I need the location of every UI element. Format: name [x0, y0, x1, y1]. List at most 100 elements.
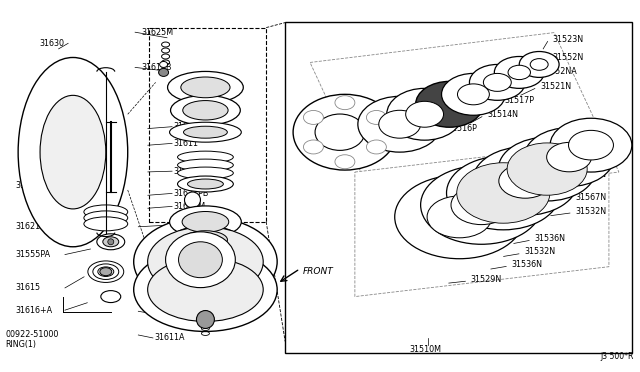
- Text: 31618: 31618: [15, 182, 40, 190]
- Text: RING(1): RING(1): [5, 340, 36, 349]
- Ellipse shape: [170, 206, 241, 238]
- Ellipse shape: [451, 185, 512, 225]
- Ellipse shape: [184, 126, 227, 138]
- Ellipse shape: [170, 122, 241, 142]
- Text: FRONT: FRONT: [303, 267, 334, 276]
- Text: 31555PA: 31555PA: [15, 250, 51, 259]
- Text: 31511M: 31511M: [336, 137, 368, 146]
- Text: 31536N: 31536N: [511, 260, 542, 269]
- Ellipse shape: [100, 268, 112, 276]
- Ellipse shape: [177, 167, 234, 179]
- Text: RING(1): RING(1): [173, 230, 204, 240]
- Text: 31622M: 31622M: [173, 202, 205, 211]
- Ellipse shape: [568, 130, 614, 160]
- Text: 31615M: 31615M: [173, 264, 205, 273]
- Text: 31517P: 31517P: [505, 96, 535, 105]
- Ellipse shape: [415, 81, 483, 127]
- Text: 31615: 31615: [15, 283, 40, 292]
- Ellipse shape: [184, 192, 200, 208]
- Text: 31516P: 31516P: [447, 124, 477, 133]
- Text: 31552N: 31552N: [553, 52, 584, 61]
- Ellipse shape: [88, 261, 124, 282]
- Ellipse shape: [188, 179, 223, 189]
- Ellipse shape: [367, 110, 387, 124]
- Ellipse shape: [499, 164, 552, 198]
- Text: 31616+B: 31616+B: [173, 250, 211, 259]
- Ellipse shape: [134, 217, 277, 307]
- Ellipse shape: [406, 101, 444, 127]
- Ellipse shape: [315, 114, 365, 150]
- Ellipse shape: [98, 267, 114, 276]
- Text: 31536N: 31536N: [534, 234, 565, 243]
- Text: 31532N: 31532N: [575, 207, 606, 216]
- Ellipse shape: [507, 143, 587, 195]
- Ellipse shape: [427, 196, 492, 238]
- Polygon shape: [355, 142, 609, 296]
- Ellipse shape: [519, 51, 559, 77]
- Ellipse shape: [494, 57, 544, 89]
- Ellipse shape: [303, 140, 323, 154]
- Ellipse shape: [148, 227, 263, 296]
- Ellipse shape: [184, 231, 227, 249]
- Text: 00922-50500: 00922-50500: [173, 221, 227, 230]
- Ellipse shape: [472, 147, 578, 215]
- Text: 00922-51000: 00922-51000: [5, 330, 58, 339]
- Ellipse shape: [84, 211, 128, 225]
- Text: 31532N: 31532N: [524, 247, 555, 256]
- Text: 31625M: 31625M: [141, 28, 173, 37]
- Ellipse shape: [387, 89, 463, 140]
- Ellipse shape: [148, 258, 263, 321]
- Text: 31611A: 31611A: [154, 333, 185, 343]
- Text: 31618B: 31618B: [141, 63, 172, 72]
- Text: 31628: 31628: [173, 167, 198, 176]
- Text: 31510M: 31510M: [409, 344, 441, 353]
- Ellipse shape: [335, 155, 355, 169]
- Text: 31623: 31623: [154, 296, 179, 305]
- Ellipse shape: [183, 100, 228, 120]
- Ellipse shape: [172, 226, 239, 254]
- Ellipse shape: [108, 239, 114, 245]
- Text: 31514N: 31514N: [487, 110, 518, 119]
- Ellipse shape: [40, 95, 106, 209]
- Ellipse shape: [547, 142, 591, 172]
- Text: 31529N: 31529N: [470, 275, 502, 284]
- Text: 31552NA: 31552NA: [540, 67, 577, 76]
- Ellipse shape: [134, 248, 277, 331]
- Ellipse shape: [182, 212, 228, 232]
- Ellipse shape: [483, 73, 511, 92]
- Ellipse shape: [508, 65, 531, 80]
- Ellipse shape: [181, 77, 230, 98]
- Ellipse shape: [18, 58, 128, 247]
- Text: 31616+A: 31616+A: [15, 306, 52, 315]
- Text: J3 500*R: J3 500*R: [600, 352, 634, 361]
- Ellipse shape: [196, 311, 214, 328]
- Text: 31621PB: 31621PB: [173, 189, 209, 198]
- Text: 31523N: 31523N: [553, 35, 584, 44]
- Ellipse shape: [499, 137, 596, 201]
- Text: 31538N: 31538N: [575, 170, 606, 179]
- Ellipse shape: [177, 176, 234, 192]
- Ellipse shape: [159, 61, 168, 67]
- Ellipse shape: [101, 291, 121, 302]
- Text: 31612M: 31612M: [173, 122, 205, 131]
- Ellipse shape: [458, 84, 490, 105]
- Ellipse shape: [171, 95, 240, 125]
- Ellipse shape: [159, 68, 168, 76]
- Polygon shape: [310, 33, 619, 202]
- Bar: [148, 28, 266, 222]
- Ellipse shape: [97, 234, 125, 250]
- Text: 31691: 31691: [154, 310, 179, 318]
- Ellipse shape: [84, 217, 128, 231]
- Ellipse shape: [358, 96, 442, 152]
- Text: 31567N: 31567N: [575, 193, 606, 202]
- Ellipse shape: [335, 96, 355, 110]
- Ellipse shape: [103, 237, 119, 247]
- Ellipse shape: [166, 232, 236, 288]
- Ellipse shape: [177, 151, 234, 163]
- Ellipse shape: [367, 140, 387, 154]
- Ellipse shape: [447, 156, 560, 230]
- Ellipse shape: [177, 159, 234, 171]
- Ellipse shape: [457, 163, 550, 223]
- Bar: [285, 22, 632, 353]
- Ellipse shape: [93, 264, 119, 279]
